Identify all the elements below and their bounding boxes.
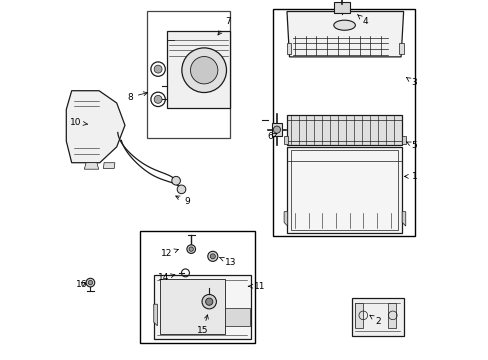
Bar [284,136,287,144]
Text: 13: 13 [219,257,236,266]
Text: 3: 3 [406,77,416,87]
Text: 9: 9 [175,196,189,206]
Polygon shape [84,163,99,169]
Circle shape [273,126,280,133]
Circle shape [190,57,218,84]
Bar [355,303,362,328]
Circle shape [154,95,162,103]
Polygon shape [103,163,115,168]
Circle shape [189,247,193,251]
Circle shape [202,294,216,309]
Text: 2: 2 [369,315,381,325]
Polygon shape [224,308,249,326]
Bar [399,43,403,54]
Text: 15: 15 [197,315,208,335]
Text: 14: 14 [158,274,175,282]
Text: 10: 10 [70,118,87,127]
Circle shape [171,176,180,185]
Polygon shape [351,298,403,336]
Polygon shape [153,304,157,326]
Bar [271,123,282,136]
Circle shape [207,251,218,261]
Circle shape [186,245,195,253]
Text: 16: 16 [76,280,87,289]
Circle shape [210,254,215,259]
Bar [291,150,397,230]
Text: 11: 11 [248,282,265,291]
Text: 8: 8 [127,92,147,102]
Polygon shape [401,212,405,226]
Text: 6: 6 [267,132,276,141]
Bar [146,11,230,138]
Text: 7: 7 [218,17,231,35]
Polygon shape [66,91,125,163]
Ellipse shape [333,20,355,30]
Bar [401,136,405,144]
Bar [286,43,291,54]
Text: 12: 12 [161,249,178,258]
Text: 1: 1 [404,172,416,181]
Circle shape [182,48,226,93]
Circle shape [88,280,92,285]
Circle shape [154,65,162,73]
Circle shape [177,185,185,194]
Polygon shape [286,12,403,57]
Text: 4: 4 [357,15,367,26]
Bar [286,147,401,233]
Bar [272,9,414,236]
Bar [334,2,349,13]
Polygon shape [284,212,287,226]
Text: 5: 5 [406,141,416,150]
Circle shape [86,278,95,287]
Bar [387,303,395,328]
Bar [167,31,230,108]
Polygon shape [153,275,250,339]
Bar [140,231,254,343]
Bar [286,115,401,145]
Bar [160,279,224,334]
Circle shape [205,298,212,305]
